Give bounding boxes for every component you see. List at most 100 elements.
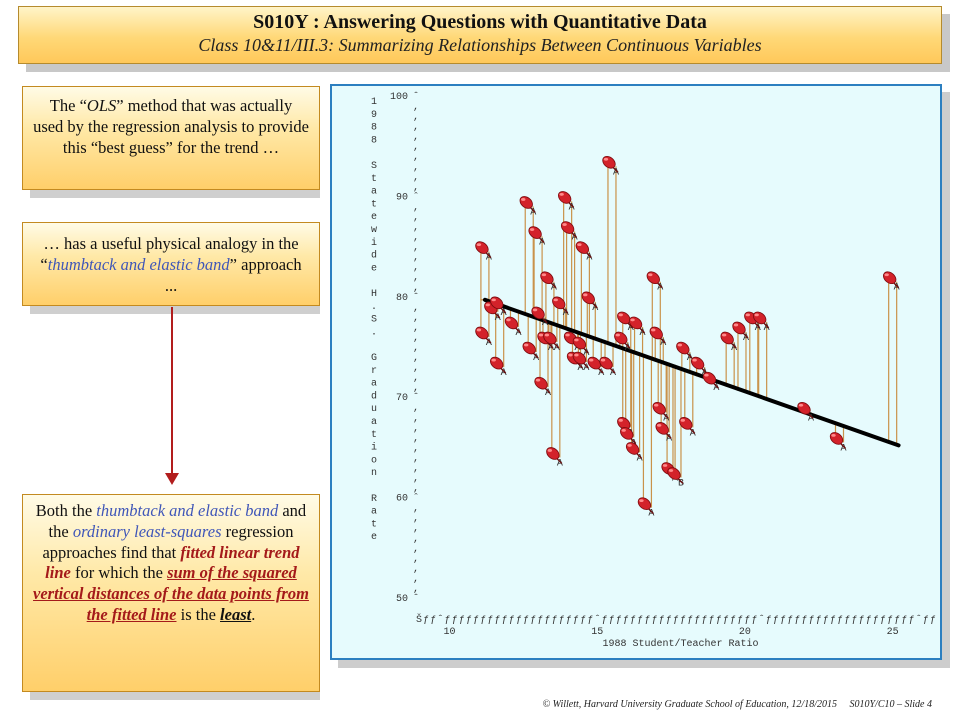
y-axis-major-tick: ˆ (413, 592, 419, 605)
y-axis-title-char: d (371, 390, 377, 402)
thumbtack-highlight (651, 328, 656, 332)
y-tick-label: 100 (390, 92, 408, 103)
analogy-text-2: ” approach ... (164, 255, 302, 295)
x-tick-label: 20 (739, 627, 751, 638)
data-point-label: A (486, 338, 492, 349)
arrow-down-icon (165, 473, 179, 485)
y-axis-title-char: G (371, 353, 377, 364)
y-axis-minor-tick: , (413, 172, 419, 183)
y-axis-major-tick: ˆ (413, 291, 419, 304)
y-axis-minor-tick: , (413, 253, 419, 264)
y-axis-minor-tick: , (413, 433, 419, 444)
thumbtack-highlight (568, 353, 573, 357)
thumbtack-highlight (532, 308, 538, 312)
y-axis-minor-tick: , (413, 202, 419, 213)
data-point-label: A (628, 323, 634, 334)
y-axis-minor-tick: , (413, 273, 419, 284)
elastic-band (607, 166, 617, 346)
data-point-label: A (545, 388, 551, 399)
y-axis-minor-tick: , (413, 243, 419, 254)
data-point-label: A (554, 343, 560, 354)
thumbtack-highlight (615, 333, 620, 337)
y-axis-minor-tick: , (413, 574, 419, 585)
y-axis-minor-tick: , (413, 122, 419, 133)
y-axis-minor-tick: , (413, 162, 419, 173)
data-point-label: A (539, 238, 545, 249)
y-axis-title-char: d (371, 250, 377, 262)
y-axis-title-char: t (371, 519, 377, 530)
y-axis-title-char: w (371, 225, 377, 236)
y-axis-title-char: R (371, 494, 377, 505)
data-point-label: A (575, 343, 581, 354)
data-point-label: A (808, 413, 814, 424)
summary-thumbtack: thumbtack and elastic band (96, 501, 279, 520)
elastic-band (888, 281, 898, 444)
y-axis-title-char: S (371, 315, 377, 326)
data-point-label: A (731, 343, 737, 354)
data-point-label: A (743, 333, 749, 344)
y-axis-title-char: i (371, 442, 377, 454)
thumbtack-highlight (565, 333, 570, 337)
y-axis-minor-tick: , (413, 453, 419, 464)
y-axis-minor-tick: , (413, 102, 419, 113)
y-axis-major-tick: ˆ (413, 391, 419, 404)
y-axis-title-char: n (371, 468, 377, 479)
data-point-label: A (501, 308, 507, 319)
data-point-label: A (583, 348, 589, 359)
thumbtack-highlight (627, 444, 632, 447)
summary-sum: sum of the (167, 563, 239, 583)
y-axis-title-char: S (371, 161, 377, 172)
data-point-label: A (625, 343, 631, 354)
y-axis-title-char: . (371, 327, 377, 338)
data-point-label: A (542, 318, 548, 329)
data-point-label: A (501, 368, 507, 379)
y-axis-minor-tick: , (413, 564, 419, 575)
y-axis-minor-tick: , (413, 283, 419, 294)
y-axis-minor-tick: , (413, 584, 419, 595)
y-axis-minor-tick: , (413, 474, 419, 485)
callout-ols: The “OLS” method that was actually used … (22, 86, 320, 190)
y-axis-minor-tick: , (413, 223, 419, 234)
data-point-label: A (663, 413, 669, 424)
thumbtack-highlight (562, 223, 567, 226)
elastic-band (524, 206, 534, 317)
thumbtack-highlight (541, 273, 547, 277)
thumbtack-highlight (621, 428, 626, 432)
y-axis-minor-tick: , (413, 152, 419, 163)
thumbtack-highlight (506, 318, 511, 322)
thumbtack-highlight (656, 423, 662, 427)
y-tick-label: 70 (396, 393, 408, 404)
y-axis-title-char: e (371, 263, 377, 274)
x-axis-line: Šƒƒˆƒƒƒƒƒƒƒƒƒƒƒƒƒƒƒƒƒƒƒƒƒˆƒƒƒƒƒƒƒƒƒƒƒƒƒƒ… (416, 612, 936, 626)
thumbtack-highlight (559, 193, 564, 196)
y-axis-minor-tick: , (413, 423, 419, 434)
y-axis-title-char: 8 (371, 135, 377, 146)
y-axis-title-char: a (371, 187, 377, 198)
slide-title: S010Y : Answering Questions with Quantit… (253, 11, 707, 33)
data-point-label: A (713, 383, 719, 394)
summary-text-6: . (251, 604, 256, 624)
y-axis-title-char: e (371, 532, 377, 543)
y-axis-minor-tick: , (413, 504, 419, 515)
thumbtack-highlight (476, 328, 482, 332)
summary-text-3: regression approaches find that (42, 521, 294, 562)
data-point-label: A (637, 453, 643, 464)
data-point-label: A (586, 253, 592, 264)
data-point-label: A (569, 202, 575, 213)
thumbtack-highlight (630, 318, 635, 322)
data-point-label: A (533, 353, 539, 364)
elastic-band (622, 349, 632, 428)
y-axis-title-char: 9 (371, 110, 377, 121)
data-point-label: A (563, 308, 569, 319)
thumbtack-highlight (603, 157, 609, 161)
summary-text-4: for which the (70, 563, 168, 583)
thumbtack-highlight (677, 343, 683, 347)
summary-distances: squared vertical distances of the data p… (33, 563, 309, 624)
data-point-label: B (678, 479, 684, 490)
thumbtack-highlight (538, 333, 544, 337)
callout-summary: Both the thumbtack and elastic band and … (22, 494, 320, 692)
data-point-label: A (578, 363, 584, 374)
y-axis-minor-tick: , (413, 484, 419, 495)
fitted-trend-line (482, 297, 901, 448)
